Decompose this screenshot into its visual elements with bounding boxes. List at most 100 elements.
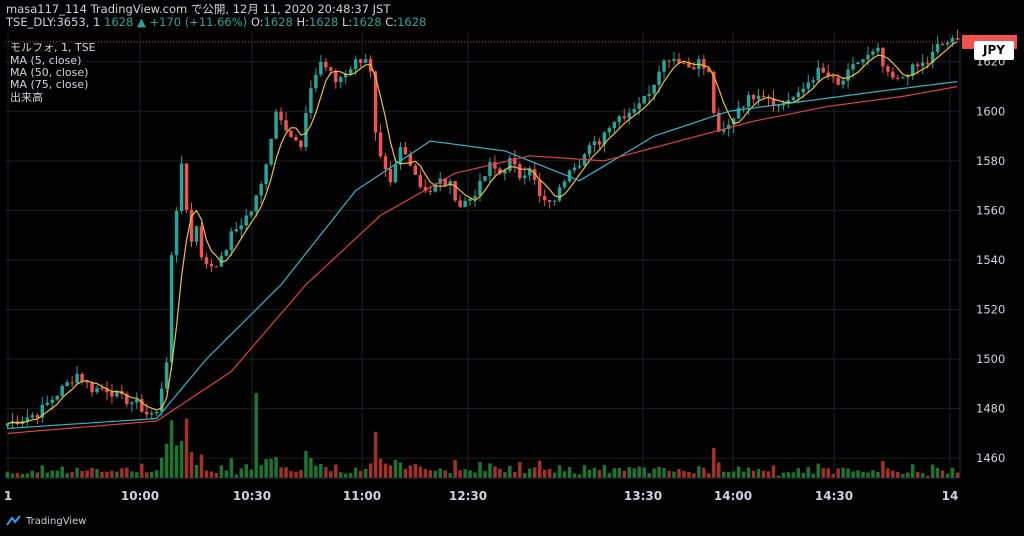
- volume-bar: [572, 473, 577, 478]
- indicator-ma5[interactable]: MA (5, close): [10, 54, 82, 67]
- volume-bar: [378, 458, 383, 478]
- volume-bar: [642, 467, 646, 478]
- volume-bar: [841, 467, 845, 478]
- candle-body: [458, 200, 462, 207]
- volume-bar: [861, 472, 865, 478]
- candle-body: [214, 266, 219, 268]
- volume-bar: [45, 472, 50, 478]
- time-tick-label: 12:30: [449, 489, 487, 503]
- volume-bar: [622, 470, 626, 478]
- volume-bar: [35, 472, 40, 478]
- change-arrow-icon: ▲: [136, 15, 146, 29]
- volume-bar: [90, 467, 94, 478]
- candle-body: [493, 162, 497, 169]
- candle-body: [408, 154, 413, 166]
- indicator-ma75[interactable]: MA (75, close): [10, 78, 89, 91]
- volume-bar: [945, 473, 950, 478]
- candle-body: [378, 132, 383, 157]
- volume-bar: [174, 445, 179, 478]
- volume-bar: [518, 462, 522, 478]
- time-tick-label: 11:00: [343, 489, 381, 503]
- volume-bar: [199, 454, 204, 478]
- candle-body: [199, 226, 204, 258]
- volume-bar: [851, 471, 855, 478]
- candle-body: [358, 59, 363, 63]
- volume-bar: [388, 465, 393, 478]
- candle-body: [428, 190, 433, 192]
- candle-body: [80, 373, 84, 382]
- volume-bar: [493, 466, 497, 478]
- candle-body: [403, 147, 408, 155]
- candle-body: [284, 120, 288, 131]
- symbol: TSE_DLY:3653, 1: [6, 15, 101, 29]
- indicator-ma50[interactable]: MA (50, close): [10, 66, 89, 79]
- volume-bar: [513, 471, 517, 478]
- indicator-volume[interactable]: 出来高: [10, 91, 43, 104]
- volume-bar: [184, 418, 189, 478]
- time-tick-label: 14:30: [815, 489, 853, 503]
- candle-body: [204, 257, 209, 264]
- volume-bar: [731, 471, 736, 478]
- candle-body: [314, 74, 318, 89]
- candle-body: [418, 174, 423, 188]
- volume-bar: [552, 472, 557, 478]
- candle-body: [831, 76, 835, 78]
- volume-bar: [721, 471, 726, 478]
- candle-body: [682, 63, 686, 65]
- volume-bar: [702, 467, 706, 478]
- candle-body: [478, 180, 482, 196]
- volume-bar: [871, 470, 875, 478]
- candle-body: [528, 169, 532, 176]
- volume-bar: [597, 470, 602, 478]
- candle-body: [35, 415, 40, 418]
- volume-bar: [901, 474, 905, 478]
- volume-bar: [95, 469, 99, 478]
- currency-label[interactable]: JPY: [974, 41, 1014, 60]
- candle-body: [945, 42, 950, 45]
- candle-body: [254, 195, 258, 212]
- candle-body: [562, 181, 567, 188]
- volume-bar: [10, 473, 15, 478]
- volume-bar: [269, 458, 273, 478]
- candle-body: [388, 169, 393, 183]
- time-tick-label: 14:00: [714, 489, 752, 503]
- volume-bar: [557, 465, 562, 478]
- volume-bar: [761, 470, 766, 478]
- volume-bar: [846, 468, 850, 478]
- volume-bar: [562, 471, 567, 478]
- candle-body: [224, 250, 229, 256]
- candle-body: [920, 62, 925, 67]
- volume-bar: [339, 472, 343, 478]
- candle-body: [294, 136, 298, 141]
- volume-bar: [532, 467, 537, 478]
- volume-bar: [856, 470, 860, 478]
- candle-body: [537, 179, 542, 197]
- indicator-title[interactable]: モルフォ, 1, TSE: [10, 41, 96, 54]
- low-value: 1628: [352, 15, 382, 29]
- volume-bar: [806, 467, 811, 478]
- volume-bar: [418, 466, 423, 478]
- candle-body: [821, 67, 825, 73]
- volume-bar: [712, 447, 716, 478]
- price-tick-label: 1600: [976, 104, 1005, 118]
- volume-bar: [796, 468, 801, 478]
- candle-body: [657, 71, 661, 85]
- volume-bar: [776, 475, 781, 478]
- candle-body: [130, 402, 134, 405]
- volume-bar: [368, 463, 373, 478]
- candle-body: [299, 140, 303, 147]
- candle-body: [194, 226, 199, 242]
- candle-body: [413, 165, 418, 175]
- volume-bar: [343, 473, 348, 478]
- candle-body: [304, 112, 308, 147]
- volume-bar: [925, 475, 930, 478]
- volume-bar: [478, 462, 482, 478]
- time-tick-label: 1: [4, 489, 12, 503]
- candle-body: [930, 51, 935, 63]
- volume-bar: [75, 467, 79, 478]
- volume-bar: [746, 467, 751, 478]
- volume-bar: [130, 471, 134, 478]
- volume-bar: [935, 467, 940, 478]
- volume-bar: [25, 473, 30, 478]
